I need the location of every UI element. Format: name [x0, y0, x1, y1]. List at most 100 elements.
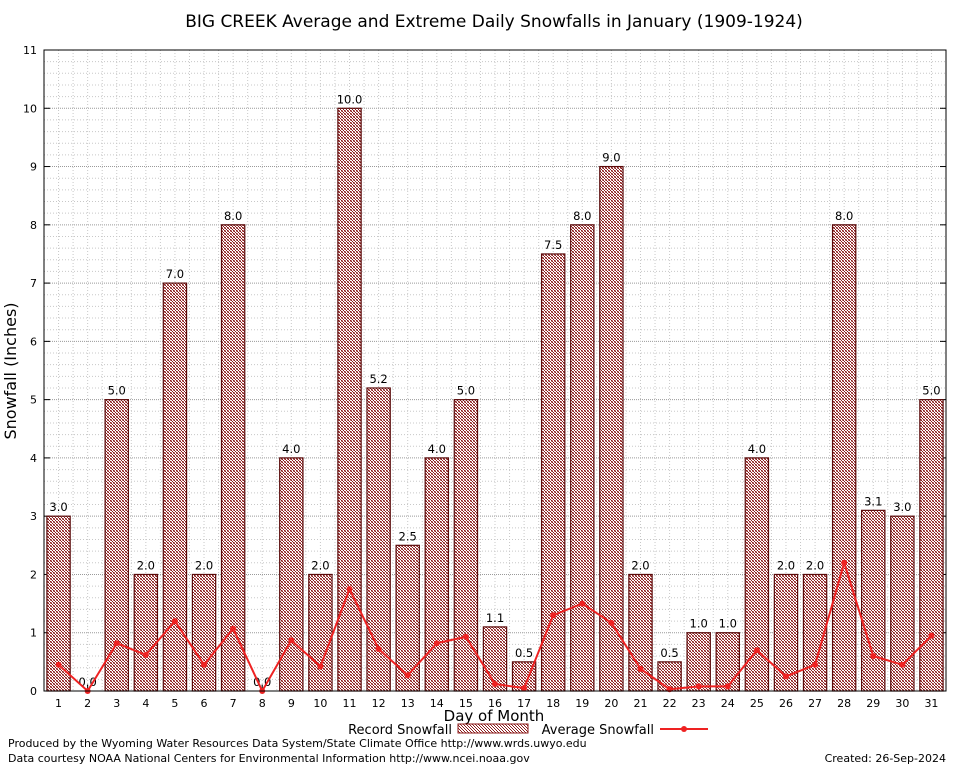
average-point: [55, 661, 62, 668]
bar-label: 2.0: [195, 558, 213, 572]
x-tick-label: 20: [604, 697, 618, 710]
x-tick-label: 15: [459, 697, 473, 710]
y-tick-label: 8: [30, 219, 37, 232]
average-point: [462, 633, 469, 640]
bar-label: 2.0: [806, 558, 824, 572]
bar-label: 8.0: [835, 209, 853, 223]
bar-label: 8.0: [573, 209, 591, 223]
average-point: [433, 640, 440, 647]
plot-frame: [43, 49, 947, 692]
average-point: [171, 618, 178, 625]
y-axis-label: Snowfall (Inches): [1, 302, 20, 439]
average-point: [375, 646, 382, 653]
y-tick-label: 11: [23, 44, 37, 57]
average-point: [870, 653, 877, 660]
bar: [540, 253, 566, 692]
bar: [831, 224, 857, 692]
x-tick-label: 19: [575, 697, 589, 710]
average-point: [201, 661, 208, 668]
bar-label: 8.0: [224, 209, 242, 223]
bar: [424, 457, 450, 692]
x-tick-label: 22: [663, 697, 677, 710]
bar-label: 2.0: [777, 558, 795, 572]
average-point: [608, 619, 615, 626]
y-tick-label: 9: [30, 161, 37, 174]
x-tick-label: 28: [837, 697, 851, 710]
x-tick-label: 1: [55, 697, 62, 710]
y-tick-label: 10: [23, 102, 37, 115]
y-tick-label: 1: [30, 627, 37, 640]
average-point: [288, 637, 295, 644]
bar-label: 4.0: [428, 442, 446, 456]
x-tick-label: 25: [750, 697, 764, 710]
average-point: [317, 663, 324, 670]
x-tick-label: 23: [692, 697, 706, 710]
bar-label: 4.0: [748, 442, 766, 456]
x-tick-label: 14: [430, 697, 444, 710]
average-point: [637, 665, 644, 672]
bar-label: 2.0: [631, 558, 649, 572]
bar: [220, 224, 246, 692]
average-point: [841, 559, 848, 566]
bar: [599, 165, 624, 692]
bar: [133, 573, 159, 692]
bar: [686, 632, 711, 692]
y-tick-label: 0: [30, 685, 37, 698]
average-point: [550, 612, 557, 619]
bar-label: 1.0: [690, 617, 708, 631]
bar-label: 0.0: [253, 675, 271, 689]
legend-marker-average: [681, 726, 687, 732]
x-tick-label: 11: [343, 697, 357, 710]
created-date: Created: 26-Sep-2024: [824, 752, 946, 765]
bar-label: 1.1: [486, 611, 504, 625]
x-tick-label: 8: [259, 697, 266, 710]
bar-label: 9.0: [602, 151, 620, 165]
average-point: [142, 651, 149, 658]
average-point: [782, 673, 789, 680]
legend-label-average: Average Snowfall: [542, 723, 654, 738]
bar-label: 0.5: [515, 646, 533, 660]
bar: [861, 509, 886, 692]
x-tick-label: 10: [313, 697, 327, 710]
bar-label: 3.1: [864, 494, 882, 508]
average-point: [899, 661, 906, 668]
x-tick-label: 3: [113, 697, 120, 710]
x-tick-label: 17: [517, 697, 531, 710]
legend: Record Snowfall Average Snowfall: [348, 723, 708, 738]
average-point: [492, 681, 498, 688]
bar: [308, 573, 333, 692]
average-point: [812, 661, 819, 668]
x-tick-label: 26: [779, 697, 793, 710]
y-tick-label: 7: [30, 277, 37, 290]
x-tick-label: 5: [171, 697, 178, 710]
record-snowfall-bars: [46, 107, 944, 692]
bar-label: 7.0: [166, 267, 184, 281]
bar-label: 10.0: [337, 92, 363, 106]
bar-label: 7.5: [544, 238, 562, 252]
y-tick-label: 5: [30, 394, 37, 407]
x-tick-label: 6: [201, 697, 208, 710]
average-point: [928, 632, 935, 639]
average-point: [113, 640, 120, 647]
bar: [744, 457, 770, 692]
average-point: [753, 647, 760, 654]
y-tick-label: 6: [30, 335, 37, 348]
produced-by-note: Produced by the Wyoming Water Resources …: [8, 737, 587, 750]
x-tick-label: 16: [488, 697, 502, 710]
y-axis-ticks: 0 1 2 3 4 5 6 7 8 9 10 11: [23, 44, 946, 698]
x-tick-label: 24: [721, 697, 735, 710]
average-point: [579, 600, 586, 607]
bar-label: 0.0: [78, 675, 96, 689]
bar-label: 2.0: [137, 558, 155, 572]
average-point: [521, 685, 528, 692]
average-point: [230, 625, 237, 632]
x-tick-label: 29: [866, 697, 880, 710]
bar-label: 0.5: [660, 646, 678, 660]
x-tick-label: 4: [142, 697, 149, 710]
x-tick-label: 31: [924, 697, 938, 710]
bar-label: 5.2: [369, 372, 387, 386]
x-tick-label: 7: [230, 697, 237, 710]
bar: [191, 573, 217, 692]
